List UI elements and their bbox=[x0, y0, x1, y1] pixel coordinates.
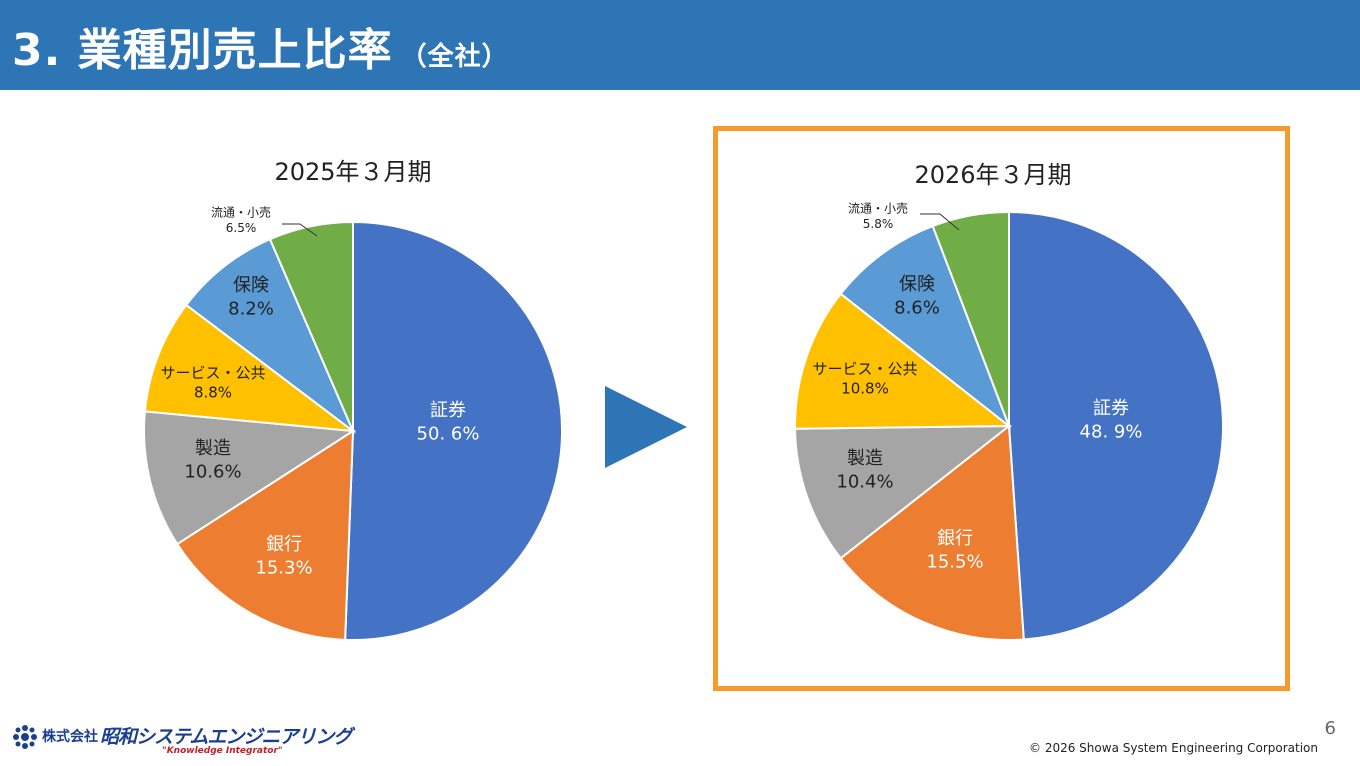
chart-title-2026: 2026年３月期 bbox=[914, 161, 1072, 189]
data-label-services-0: サービス・公共 8.8% bbox=[160, 364, 265, 402]
data-label-retail-0: 流通・小売 6.5% bbox=[211, 204, 271, 235]
data-label-banking-0: 銀行 15.3% bbox=[255, 534, 312, 578]
data-label-securities-1: 証券 48. 9% bbox=[1080, 398, 1143, 442]
logo-brand: 昭和システムエンジニアリング bbox=[100, 726, 352, 748]
data-label-retail-1: 流通・小売 5.8% bbox=[848, 200, 908, 231]
pie-slice-insurance-0 bbox=[184, 237, 356, 435]
page-header: 3. 業種別売上比率 （全社） bbox=[0, 0, 1360, 90]
page-subtitle: （全社） bbox=[400, 42, 509, 72]
data-label-services-1: サービス・公共 10.8% bbox=[812, 360, 917, 398]
comparison-arrow-icon bbox=[605, 386, 687, 468]
logo-tagline: "Knowledge Integrator" bbox=[162, 746, 283, 756]
pie-slice-manufacturing-1 bbox=[794, 424, 1012, 560]
logo-mark-icon bbox=[13, 725, 37, 749]
pie-slice-securities-1 bbox=[1008, 210, 1224, 641]
logo-company-prefix: 株式会社 bbox=[42, 729, 98, 745]
page-title: 3. 業種別売上比率 （全社） bbox=[12, 14, 509, 78]
pie-slice-banking-1 bbox=[839, 424, 1025, 641]
chart-title-2025: 2025年３月期 bbox=[274, 158, 432, 186]
pie-slice-manufacturing-0 bbox=[143, 410, 356, 546]
page-title-text: 3. 業種別売上比率 bbox=[12, 25, 393, 76]
pie-slice-services-1 bbox=[794, 292, 1012, 430]
company-logo: 株式会社 昭和システムエンジニアリング "Knowledge Integrato… bbox=[12, 722, 352, 762]
pie-slice-retail-1 bbox=[931, 210, 1010, 427]
data-label-securities-0: 証券 50. 6% bbox=[417, 400, 480, 444]
pie-slice-insurance-1 bbox=[839, 224, 1012, 430]
leader-line-retail-0 bbox=[282, 223, 318, 237]
leader-line-retail-1 bbox=[920, 213, 960, 231]
data-label-insurance-0: 保険 8.2% bbox=[228, 275, 274, 319]
data-label-insurance-1: 保険 8.6% bbox=[894, 274, 940, 318]
data-label-manufacturing-1: 製造 10.4% bbox=[836, 448, 893, 492]
data-label-banking-1: 銀行 15.5% bbox=[926, 528, 983, 572]
data-label-manufacturing-0: 製造 10.6% bbox=[184, 438, 241, 482]
pie-slice-retail-0 bbox=[268, 220, 354, 432]
page-number: 6 bbox=[1324, 718, 1336, 739]
copyright: © 2026 Showa System Engineering Corporat… bbox=[1029, 741, 1318, 755]
highlight-box bbox=[713, 126, 1290, 691]
pie-slice-banking-0 bbox=[175, 429, 355, 641]
pie-slice-services-0 bbox=[143, 303, 357, 433]
pie-slice-securities-0 bbox=[344, 220, 563, 641]
